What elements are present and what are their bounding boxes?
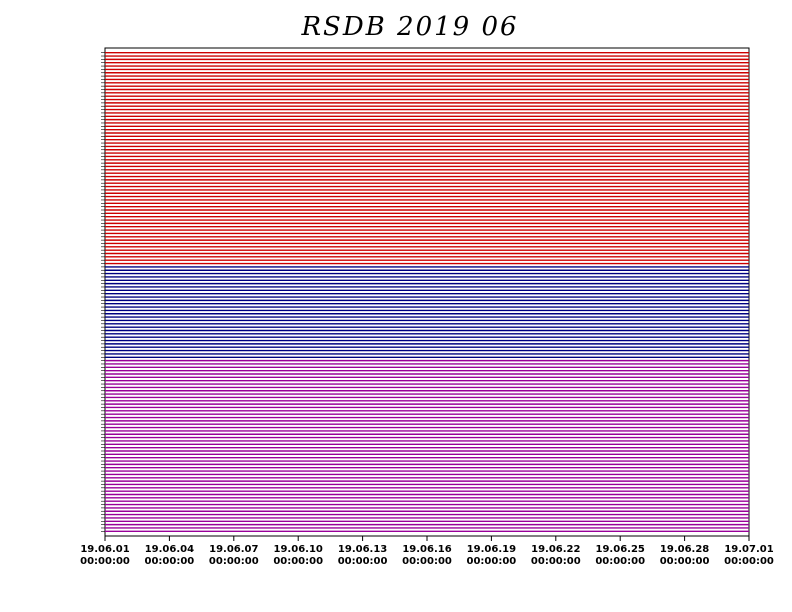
x-tick-time: 00:00:00 — [660, 556, 710, 567]
x-tick-label: 19.06.22 — [531, 544, 580, 555]
chart-title: RSDB 2019 06 — [300, 12, 518, 42]
x-tick-label: 19.06.19 — [467, 544, 516, 555]
x-tick-label: 19.06.13 — [338, 544, 387, 555]
x-tick-label: 19.06.28 — [660, 544, 709, 555]
x-tick-label: 19.06.25 — [596, 544, 645, 555]
x-tick-time: 00:00:00 — [467, 556, 517, 567]
x-tick-label: 19.06.01 — [80, 544, 129, 555]
x-tick-label: 19.06.10 — [274, 544, 323, 555]
x-tick-label: 19.07.01 — [724, 544, 773, 555]
plot-frame — [104, 47, 750, 537]
x-tick-time: 00:00:00 — [273, 556, 323, 567]
x-tick-time: 00:00:00 — [531, 556, 581, 567]
x-tick-time: 00:00:00 — [145, 556, 195, 567]
x-tick-time: 00:00:00 — [338, 556, 388, 567]
x-tick-time: 00:00:00 — [80, 556, 130, 567]
x-tick-time: 00:00:00 — [209, 556, 259, 567]
x-tick-time: 00:00:00 — [402, 556, 452, 567]
x-tick-time: 00:00:00 — [724, 556, 774, 567]
x-tick-label: 19.06.16 — [402, 544, 451, 555]
x-tick-time: 00:00:00 — [595, 556, 645, 567]
x-tick-label: 19.06.07 — [209, 544, 258, 555]
x-tick-label: 19.06.04 — [145, 544, 194, 555]
